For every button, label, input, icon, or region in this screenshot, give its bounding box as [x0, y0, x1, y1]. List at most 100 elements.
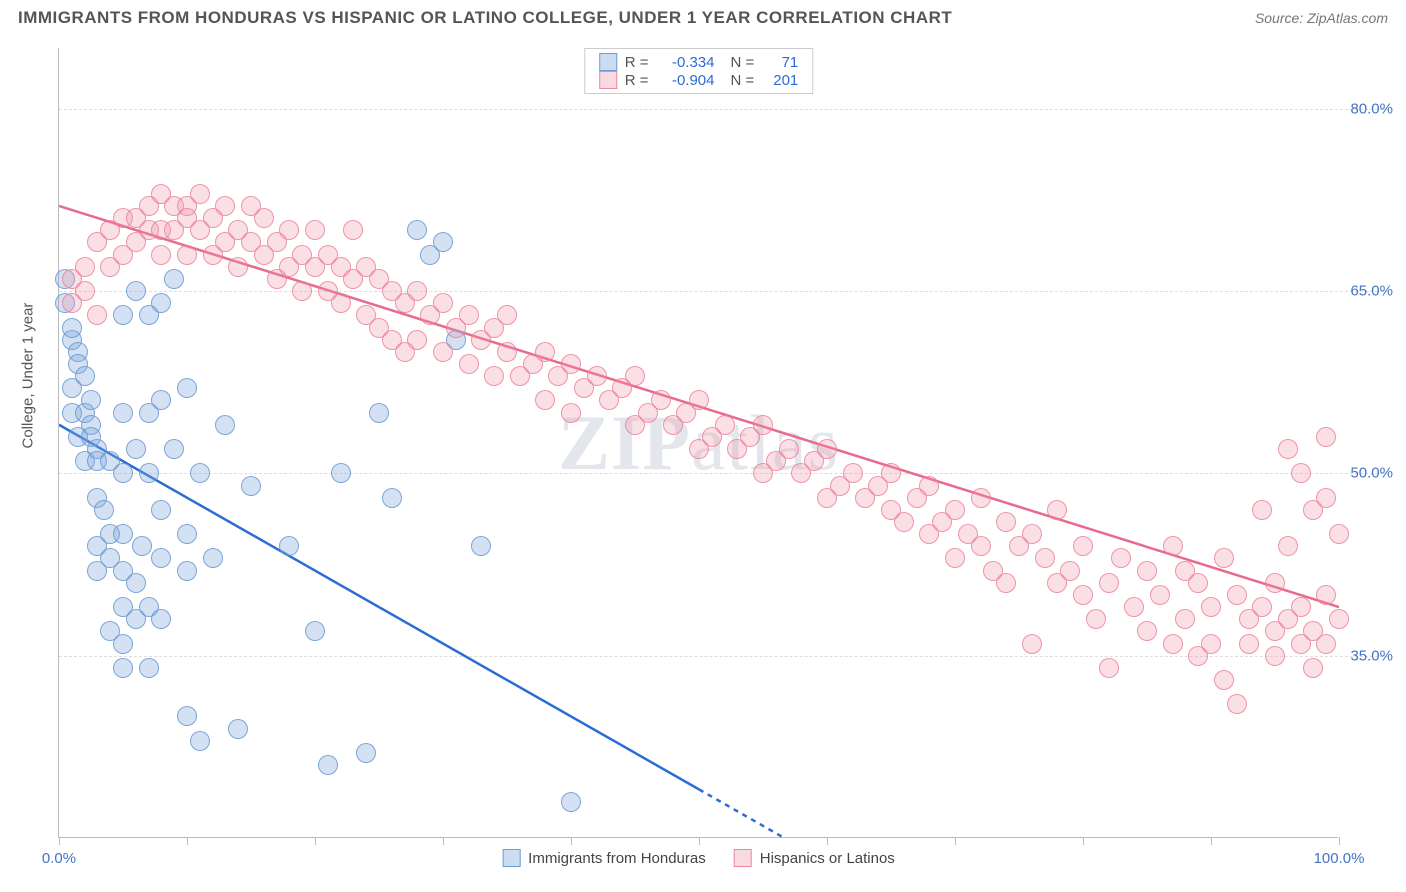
data-point	[151, 548, 171, 568]
data-point	[881, 463, 901, 483]
data-point	[177, 706, 197, 726]
data-point	[1099, 573, 1119, 593]
data-point	[113, 305, 133, 325]
data-point	[343, 220, 363, 240]
data-point	[971, 488, 991, 508]
data-point	[151, 245, 171, 265]
data-point	[318, 755, 338, 775]
data-point	[1201, 597, 1221, 617]
r-value-blue: -0.334	[657, 54, 715, 71]
data-point	[151, 293, 171, 313]
data-point	[190, 463, 210, 483]
data-point	[1137, 561, 1157, 581]
data-point	[241, 476, 261, 496]
x-tick	[699, 837, 700, 845]
data-point	[113, 524, 133, 544]
data-point	[433, 293, 453, 313]
data-point	[1124, 597, 1144, 617]
data-point	[1188, 573, 1208, 593]
data-point	[75, 281, 95, 301]
data-point	[151, 390, 171, 410]
data-point	[484, 366, 504, 386]
data-point	[126, 281, 146, 301]
chart-title: IMMIGRANTS FROM HONDURAS VS HISPANIC OR …	[18, 8, 952, 28]
data-point	[228, 257, 248, 277]
data-point	[894, 512, 914, 532]
data-point	[126, 573, 146, 593]
data-point	[625, 366, 645, 386]
data-point	[164, 269, 184, 289]
data-point	[971, 536, 991, 556]
data-point	[1265, 646, 1285, 666]
data-point	[996, 573, 1016, 593]
title-bar: IMMIGRANTS FROM HONDURAS VS HISPANIC OR …	[18, 8, 1388, 28]
x-tick	[571, 837, 572, 845]
data-point	[1316, 634, 1336, 654]
data-point	[945, 500, 965, 520]
swatch-pink	[599, 71, 617, 89]
data-point	[561, 354, 581, 374]
data-point	[382, 488, 402, 508]
data-point	[587, 366, 607, 386]
y-axis-title: College, Under 1 year	[20, 303, 37, 449]
data-point	[1227, 694, 1247, 714]
data-point	[94, 500, 114, 520]
data-point	[407, 330, 427, 350]
n-value-blue: 71	[762, 54, 798, 71]
x-tick	[1211, 837, 1212, 845]
data-point	[126, 439, 146, 459]
n-label: N =	[731, 54, 755, 71]
bottom-legend-blue: Immigrants from Honduras	[502, 849, 706, 867]
x-tick	[315, 837, 316, 845]
x-tick-label: 100.0%	[1314, 850, 1365, 867]
gridline	[59, 473, 1388, 474]
data-point	[1137, 621, 1157, 641]
data-point	[433, 232, 453, 252]
data-point	[1047, 500, 1067, 520]
data-point	[919, 476, 939, 496]
data-point	[113, 634, 133, 654]
data-point	[1201, 634, 1221, 654]
n-label: N =	[731, 72, 755, 89]
legend-row-blue: R = -0.334 N = 71	[599, 53, 799, 71]
data-point	[164, 439, 184, 459]
gridline	[59, 291, 1388, 292]
data-point	[1035, 548, 1055, 568]
data-point	[81, 390, 101, 410]
data-point	[459, 354, 479, 374]
data-point	[1150, 585, 1170, 605]
data-point	[945, 548, 965, 568]
data-point	[1329, 524, 1349, 544]
data-point	[1099, 658, 1119, 678]
x-tick	[955, 837, 956, 845]
data-point	[497, 342, 517, 362]
data-point	[331, 293, 351, 313]
data-point	[1111, 548, 1131, 568]
x-tick	[187, 837, 188, 845]
data-point	[1163, 536, 1183, 556]
data-point	[151, 609, 171, 629]
data-point	[113, 463, 133, 483]
y-tick-label: 35.0%	[1350, 647, 1393, 664]
data-point	[87, 305, 107, 325]
data-point	[1316, 427, 1336, 447]
data-point	[75, 366, 95, 386]
source-label: Source: ZipAtlas.com	[1255, 10, 1388, 26]
n-value-pink: 201	[762, 72, 798, 89]
data-point	[369, 403, 389, 423]
data-point	[1303, 658, 1323, 678]
x-tick	[1339, 837, 1340, 845]
x-tick	[443, 837, 444, 845]
data-point	[113, 403, 133, 423]
series-label-pink: Hispanics or Latinos	[760, 850, 895, 867]
data-point	[215, 196, 235, 216]
data-point	[1022, 634, 1042, 654]
r-value-pink: -0.904	[657, 72, 715, 89]
data-point	[305, 220, 325, 240]
data-point	[1291, 597, 1311, 617]
data-point	[471, 536, 491, 556]
legend-top: R = -0.334 N = 71 R = -0.904 N = 201	[584, 48, 814, 94]
data-point	[292, 281, 312, 301]
data-point	[132, 536, 152, 556]
legend-row-pink: R = -0.904 N = 201	[599, 71, 799, 89]
